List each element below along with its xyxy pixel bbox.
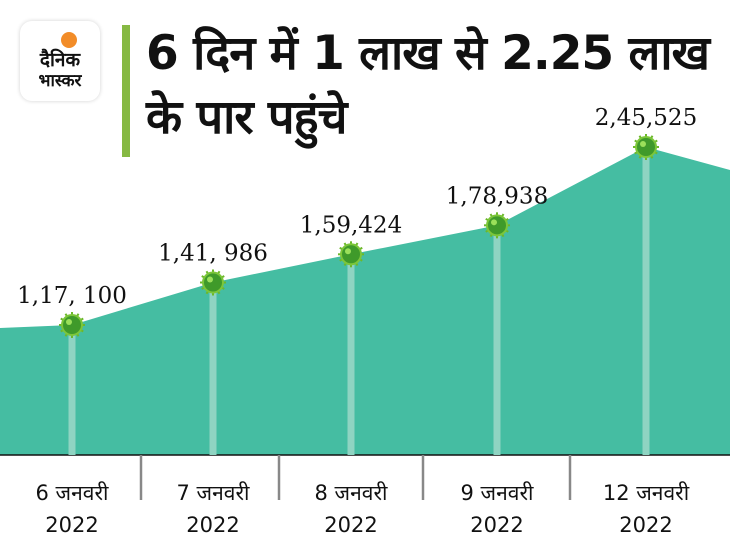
- logo-line2: भास्कर: [38, 71, 82, 91]
- category-label: 9 जनवरी: [461, 481, 535, 505]
- category-year: 2022: [186, 513, 239, 537]
- page-title: 6 दिन में 1 लाख से 2.25 लाख के पार पहुंच…: [146, 26, 710, 145]
- category-label: 6 जनवरी: [36, 481, 110, 505]
- data-label: 1,41, 986: [158, 241, 268, 267]
- drop-line: [209, 282, 217, 455]
- data-label: 2,45,525: [595, 105, 697, 131]
- virus-icon: [633, 134, 659, 160]
- category-year: 2022: [470, 513, 523, 537]
- drop-line: [642, 147, 650, 455]
- area-fill: [0, 147, 730, 455]
- data-label: 1,59,424: [300, 212, 402, 238]
- data-label: 1,78,938: [446, 183, 548, 209]
- dainik-bhaskar-logo: दैनिक भास्कर: [20, 21, 100, 101]
- drop-line: [493, 225, 501, 455]
- category-label: 8 जनवरी: [315, 481, 389, 505]
- drop-line: [347, 254, 355, 455]
- drop-line: [68, 325, 76, 455]
- virus-icon: [59, 312, 85, 338]
- virus-icon: [200, 269, 226, 296]
- title-accent-bar: [122, 25, 130, 157]
- category-year: 2022: [619, 513, 672, 537]
- logo-line1: दैनिक: [39, 49, 81, 71]
- data-label: 1,17, 100: [17, 283, 127, 309]
- category-label: 7 जनवरी: [177, 481, 251, 505]
- category-year: 2022: [45, 513, 98, 537]
- virus-icon: [484, 212, 510, 239]
- category-label: 12 जनवरी: [603, 481, 690, 505]
- virus-icon: [338, 241, 364, 268]
- category-year: 2022: [324, 513, 377, 537]
